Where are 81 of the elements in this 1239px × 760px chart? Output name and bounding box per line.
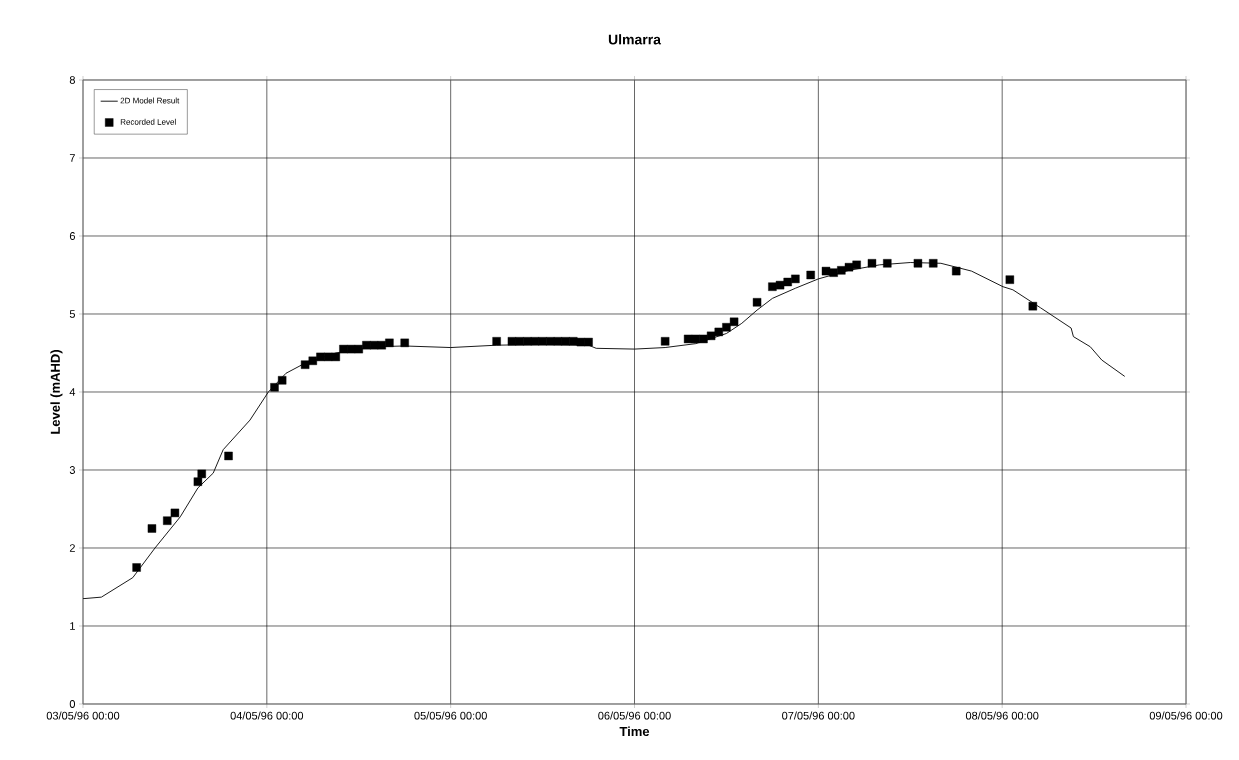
point <box>837 266 846 275</box>
point <box>530 337 540 346</box>
point <box>729 317 739 326</box>
point <box>323 352 333 362</box>
point <box>714 327 723 337</box>
point <box>546 337 555 346</box>
point <box>561 337 570 346</box>
point <box>523 337 532 346</box>
legend-label: 2D Model Result <box>120 97 180 104</box>
point <box>1005 275 1015 284</box>
point <box>821 266 831 276</box>
point <box>331 352 340 362</box>
point <box>660 337 670 346</box>
point <box>270 383 279 392</box>
point <box>492 337 501 346</box>
point <box>722 323 731 332</box>
y-tick-label: 8 <box>69 76 75 84</box>
point <box>952 266 961 276</box>
point <box>224 451 233 461</box>
legend-label: Recorded Level <box>120 118 176 125</box>
point <box>706 331 716 341</box>
point <box>197 469 206 479</box>
point <box>515 337 524 346</box>
point <box>339 344 348 354</box>
y-tick-label: 2 <box>69 544 75 552</box>
x-tick-label: 06/05/96 00:00 <box>598 711 671 720</box>
chart-title: Ulmarra <box>608 34 662 45</box>
y-axis-title: Level (mAHD) <box>50 350 63 434</box>
point <box>163 516 172 525</box>
point <box>691 334 700 344</box>
x-tick-label: 08/05/96 00:00 <box>965 711 1039 720</box>
point <box>538 337 547 346</box>
point <box>316 352 325 362</box>
point <box>369 341 379 350</box>
point <box>193 477 203 486</box>
point <box>147 524 157 533</box>
point <box>829 268 838 277</box>
point <box>791 274 800 284</box>
y-tick-label: 6 <box>69 232 75 240</box>
point <box>346 344 356 354</box>
y-tick-label: 3 <box>69 466 75 474</box>
point <box>852 260 861 270</box>
point <box>385 338 394 348</box>
point <box>584 337 593 347</box>
point <box>400 338 409 348</box>
point <box>308 356 317 365</box>
point <box>806 270 815 280</box>
point <box>553 337 563 346</box>
point <box>867 259 877 268</box>
point <box>170 508 180 518</box>
x-axis-title: Time <box>619 726 650 737</box>
x-tick-label: 04/05/96 00:00 <box>230 711 304 720</box>
point <box>699 334 708 344</box>
x-tick-label: 05/05/96 00:00 <box>414 711 487 720</box>
x-tick-label: 09/05/96 00:00 <box>1149 711 1223 720</box>
y-tick-label: 7 <box>69 154 75 162</box>
point <box>377 341 386 350</box>
point <box>913 259 923 268</box>
point <box>844 262 854 272</box>
point <box>768 282 777 291</box>
point <box>1028 302 1038 311</box>
point <box>300 360 310 369</box>
y-tick-label: 1 <box>70 622 75 630</box>
point <box>362 341 371 350</box>
y-tick-label: 0 <box>69 700 76 708</box>
point <box>752 298 762 307</box>
point <box>576 337 586 347</box>
point <box>277 376 287 385</box>
x-tick-label: 03/05/96 00:00 <box>46 711 120 720</box>
point <box>354 344 363 354</box>
point <box>783 277 792 287</box>
point <box>683 334 693 344</box>
y-tick-label: 4 <box>69 388 76 396</box>
point <box>775 280 785 290</box>
point <box>929 259 938 268</box>
point <box>132 563 141 572</box>
point <box>569 337 578 346</box>
point <box>883 259 892 268</box>
x-tick-label: 07/05/96 00:00 <box>782 711 855 720</box>
y-tick-label: 5 <box>69 310 75 318</box>
point <box>507 337 517 346</box>
